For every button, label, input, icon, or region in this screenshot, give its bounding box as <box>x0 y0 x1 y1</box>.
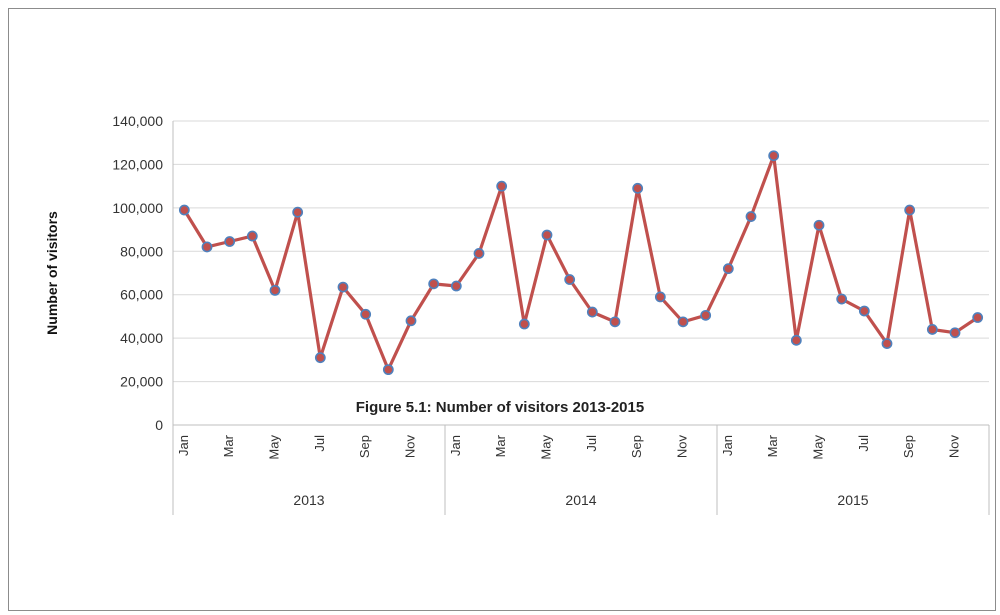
data-point <box>201 241 213 253</box>
data-point <box>926 324 938 335</box>
year-group-label: 2015 <box>837 492 868 508</box>
data-point <box>564 274 576 285</box>
y-tick-label: 120,000 <box>112 156 163 172</box>
data-point <box>269 284 281 296</box>
y-tick-label: 60,000 <box>120 287 163 303</box>
x-tick-label: Jan <box>176 435 191 456</box>
data-point <box>428 278 440 290</box>
data-point <box>609 316 621 328</box>
data-point <box>836 293 848 305</box>
data-point <box>790 334 802 346</box>
x-tick-label: Sep <box>629 435 644 458</box>
data-point <box>496 180 508 192</box>
data-point <box>541 229 553 241</box>
data-point <box>700 309 712 321</box>
y-tick-label: 0 <box>155 417 163 433</box>
data-point <box>904 204 916 216</box>
x-tick-label: May <box>266 435 281 460</box>
data-point <box>722 263 734 275</box>
data-point <box>360 308 372 320</box>
data-point <box>450 280 462 292</box>
data-point <box>881 338 893 349</box>
x-tick-label: Nov <box>674 435 689 459</box>
x-tick-label: Jul <box>584 435 599 452</box>
data-point <box>768 150 780 162</box>
x-tick-label: Mar <box>765 434 780 457</box>
data-point <box>632 182 644 194</box>
data-point <box>858 305 870 317</box>
x-tick-label: Jan <box>720 435 735 456</box>
y-tick-label: 80,000 <box>120 243 163 259</box>
x-tick-label: May <box>810 435 825 460</box>
figure-frame: 0 20,000 40,000 60,000 80,000 100,000 120,000 1… <box>8 8 996 611</box>
year-group-label: 2014 <box>565 492 596 508</box>
x-tick-label: Nov <box>946 435 961 459</box>
y-tick-label: 100,000 <box>112 200 163 216</box>
data-point <box>337 281 349 293</box>
data-point <box>178 204 190 216</box>
y-tick-label: 140,000 <box>112 113 163 129</box>
line-chart: 0 20,000 40,000 60,000 80,000 100,000 120,000 1… <box>44 113 990 515</box>
data-point <box>224 236 236 247</box>
figure-caption: Figure 5.1: Number of visitors 2013-2015 <box>355 399 645 416</box>
data-point <box>972 312 984 323</box>
x-tick-label: Jan <box>448 435 463 456</box>
x-tick-label: Nov <box>402 435 417 459</box>
data-point <box>405 315 417 327</box>
data-point <box>586 306 598 318</box>
x-tick-label: Sep <box>901 435 916 458</box>
year-group-label: 2013 <box>293 492 324 508</box>
x-tick-label: Jul <box>312 435 327 452</box>
x-tick-label: Sep <box>357 435 372 458</box>
data-point <box>654 291 666 303</box>
data-point <box>745 211 757 222</box>
data-point <box>292 206 304 218</box>
y-tick-label: 20,000 <box>120 374 163 390</box>
y-tick-label: 40,000 <box>120 330 163 346</box>
data-point <box>382 364 394 376</box>
x-tick-label: May <box>538 435 553 460</box>
data-point <box>518 318 530 330</box>
data-point <box>813 219 825 231</box>
x-tick-label: Jul <box>856 435 871 452</box>
y-axis-title: Number of visitors <box>44 211 60 335</box>
data-point <box>473 248 485 259</box>
data-point <box>677 316 689 328</box>
data-point <box>314 352 326 364</box>
x-tick-label: Mar <box>221 434 236 457</box>
x-tick-label: Mar <box>493 434 508 457</box>
data-point <box>949 327 961 339</box>
data-point <box>246 230 258 242</box>
series-line <box>182 154 980 372</box>
